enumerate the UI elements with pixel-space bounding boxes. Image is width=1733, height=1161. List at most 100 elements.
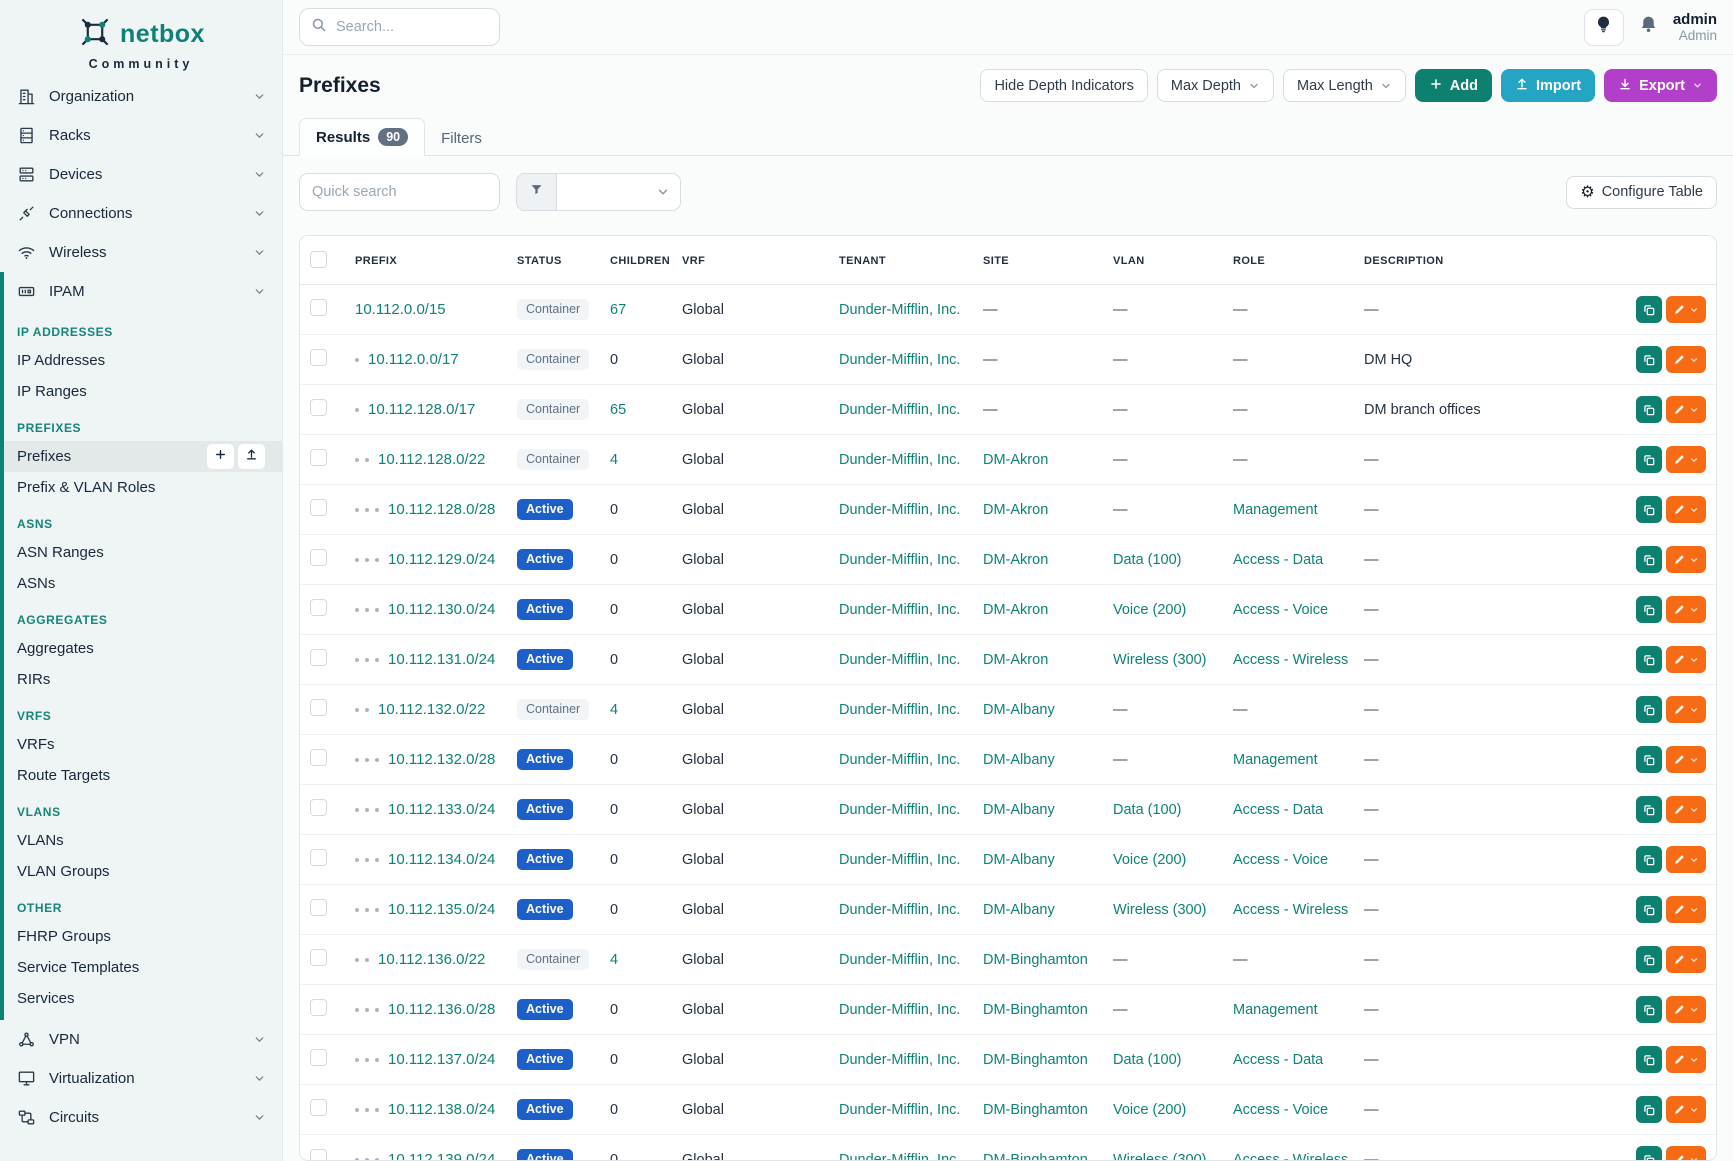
clone-button[interactable] bbox=[1636, 446, 1662, 473]
role-cell[interactable]: Management bbox=[1233, 501, 1318, 518]
sidebar-item-organization[interactable]: Organization bbox=[0, 77, 282, 116]
children-count[interactable]: 65 bbox=[610, 401, 627, 418]
sidebar-item-connections[interactable]: Connections bbox=[0, 194, 282, 233]
edit-button[interactable] bbox=[1666, 1096, 1706, 1123]
site-cell[interactable]: DM-Binghamton bbox=[983, 1051, 1088, 1068]
sidebar-item-vrfs[interactable]: VRFs bbox=[4, 729, 282, 760]
role-cell[interactable]: Access - Voice bbox=[1233, 1101, 1329, 1118]
row-checkbox[interactable] bbox=[310, 899, 327, 916]
vlan-cell[interactable]: Voice (200) bbox=[1113, 1101, 1187, 1118]
vlan-cell[interactable]: Data (100) bbox=[1113, 801, 1182, 818]
clone-button[interactable] bbox=[1636, 396, 1662, 423]
sidebar-item-vpn[interactable]: VPN bbox=[0, 1020, 282, 1059]
prefix-link[interactable]: 10.112.130.0/24 bbox=[388, 601, 496, 618]
sidebar-item-ipam[interactable]: IPAM bbox=[4, 272, 282, 311]
clone-button[interactable] bbox=[1636, 846, 1662, 873]
column-header-role[interactable]: ROLE bbox=[1223, 236, 1354, 285]
quick-import-button[interactable] bbox=[237, 443, 266, 470]
prefix-link[interactable]: 10.112.0.0/17 bbox=[368, 351, 459, 368]
max-length-dropdown[interactable]: Max Length bbox=[1283, 69, 1406, 102]
row-checkbox[interactable] bbox=[310, 399, 327, 416]
tenant-cell[interactable]: Dunder-Mifflin, Inc. bbox=[839, 851, 961, 868]
sidebar-item-ip-addresses[interactable]: IP Addresses bbox=[4, 345, 282, 376]
clone-button[interactable] bbox=[1636, 346, 1662, 373]
row-checkbox[interactable] bbox=[310, 999, 327, 1016]
column-header-tenant[interactable]: TENANT bbox=[829, 236, 973, 285]
site-cell[interactable]: DM-Albany bbox=[983, 851, 1055, 868]
prefix-link[interactable]: 10.112.138.0/24 bbox=[388, 1101, 496, 1118]
site-cell[interactable]: DM-Albany bbox=[983, 801, 1055, 818]
edit-button[interactable] bbox=[1666, 946, 1706, 973]
tenant-cell[interactable]: Dunder-Mifflin, Inc. bbox=[839, 951, 961, 968]
prefix-link[interactable]: 10.112.131.0/24 bbox=[388, 651, 496, 668]
row-checkbox[interactable] bbox=[310, 699, 327, 716]
row-checkbox[interactable] bbox=[310, 649, 327, 666]
site-cell[interactable]: DM-Akron bbox=[983, 501, 1049, 518]
prefix-link[interactable]: 10.112.136.0/22 bbox=[378, 951, 486, 968]
row-checkbox[interactable] bbox=[310, 749, 327, 766]
row-checkbox[interactable] bbox=[310, 849, 327, 866]
sidebar-item-vlan-groups[interactable]: VLAN Groups bbox=[4, 856, 282, 887]
row-checkbox[interactable] bbox=[310, 1099, 327, 1116]
sidebar-item-rirs[interactable]: RIRs bbox=[4, 664, 282, 695]
prefix-link[interactable]: 10.112.136.0/28 bbox=[388, 1001, 496, 1018]
global-search[interactable] bbox=[299, 8, 500, 46]
tenant-cell[interactable]: Dunder-Mifflin, Inc. bbox=[839, 1001, 961, 1018]
sidebar-item-devices[interactable]: Devices bbox=[0, 155, 282, 194]
prefix-link[interactable]: 10.112.128.0/28 bbox=[388, 501, 496, 518]
tab-filters[interactable]: Filters bbox=[425, 121, 498, 156]
edit-button[interactable] bbox=[1666, 996, 1706, 1023]
prefix-link[interactable]: 10.112.0.0/15 bbox=[355, 301, 446, 318]
tenant-cell[interactable]: Dunder-Mifflin, Inc. bbox=[839, 551, 961, 568]
role-cell[interactable]: Access - Wireless bbox=[1233, 901, 1349, 918]
prefix-link[interactable]: 10.112.139.0/24 bbox=[388, 1151, 496, 1161]
role-cell[interactable]: Management bbox=[1233, 1001, 1318, 1018]
max-depth-dropdown[interactable]: Max Depth bbox=[1156, 69, 1274, 102]
row-checkbox[interactable] bbox=[310, 349, 327, 366]
site-cell[interactable]: DM-Binghamton bbox=[983, 1001, 1088, 1018]
sidebar-item-route-targets[interactable]: Route Targets bbox=[4, 760, 282, 791]
edit-button[interactable] bbox=[1666, 396, 1706, 423]
import-button[interactable]: Import bbox=[1500, 69, 1596, 102]
tenant-cell[interactable]: Dunder-Mifflin, Inc. bbox=[839, 751, 961, 768]
site-cell[interactable]: DM-Albany bbox=[983, 901, 1055, 918]
theme-toggle-button[interactable] bbox=[1583, 8, 1624, 46]
sidebar-item-fhrp-groups[interactable]: FHRP Groups bbox=[4, 921, 282, 952]
brand-logo[interactable]: netbox Community bbox=[0, 0, 282, 77]
site-cell[interactable]: DM-Albany bbox=[983, 751, 1055, 768]
vlan-cell[interactable]: Data (100) bbox=[1113, 1051, 1182, 1068]
sidebar-item-asns[interactable]: ASNs bbox=[4, 568, 282, 599]
tenant-cell[interactable]: Dunder-Mifflin, Inc. bbox=[839, 301, 961, 318]
prefix-link[interactable]: 10.112.137.0/24 bbox=[388, 1051, 496, 1068]
role-cell[interactable]: Access - Wireless bbox=[1233, 1151, 1349, 1161]
clone-button[interactable] bbox=[1636, 1096, 1662, 1123]
select-all-checkbox[interactable] bbox=[310, 251, 327, 268]
tenant-cell[interactable]: Dunder-Mifflin, Inc. bbox=[839, 651, 961, 668]
sidebar-item-racks[interactable]: Racks bbox=[0, 116, 282, 155]
site-cell[interactable]: DM-Binghamton bbox=[983, 1151, 1088, 1161]
user-menu[interactable]: admin Admin bbox=[1673, 11, 1717, 44]
column-header-vlan[interactable]: VLAN bbox=[1103, 236, 1223, 285]
export-button[interactable]: Export bbox=[1604, 69, 1717, 102]
row-checkbox[interactable] bbox=[310, 599, 327, 616]
clone-button[interactable] bbox=[1636, 946, 1662, 973]
vlan-cell[interactable]: Wireless (300) bbox=[1113, 651, 1207, 668]
quick-search-input[interactable] bbox=[299, 173, 500, 211]
sidebar-item-wireless[interactable]: Wireless bbox=[0, 233, 282, 272]
children-count[interactable]: 4 bbox=[610, 451, 619, 468]
edit-button[interactable] bbox=[1666, 796, 1706, 823]
children-count[interactable]: 4 bbox=[610, 701, 619, 718]
tenant-cell[interactable]: Dunder-Mifflin, Inc. bbox=[839, 451, 961, 468]
prefix-link[interactable]: 10.112.132.0/28 bbox=[388, 751, 496, 768]
row-checkbox[interactable] bbox=[310, 949, 327, 966]
quick-add-button[interactable] bbox=[206, 443, 235, 470]
column-header-status[interactable]: STATUS bbox=[507, 236, 600, 285]
vlan-cell[interactable]: Voice (200) bbox=[1113, 851, 1187, 868]
edit-button[interactable] bbox=[1666, 546, 1706, 573]
row-checkbox[interactable] bbox=[310, 1149, 327, 1160]
sidebar-item-prefixes[interactable]: Prefixes bbox=[4, 441, 282, 472]
role-cell[interactable]: Access - Voice bbox=[1233, 601, 1329, 618]
tenant-cell[interactable]: Dunder-Mifflin, Inc. bbox=[839, 701, 961, 718]
column-header-description[interactable]: DESCRIPTION bbox=[1354, 236, 1616, 285]
clone-button[interactable] bbox=[1636, 1146, 1662, 1160]
